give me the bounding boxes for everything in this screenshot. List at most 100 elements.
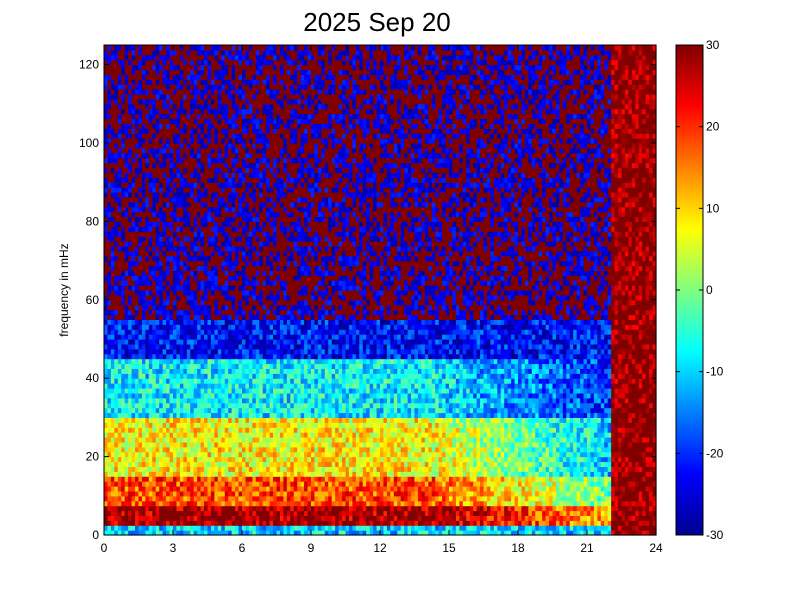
heatmap-cell	[111, 94, 115, 100]
heatmap-cell	[266, 466, 270, 472]
heatmap-cell	[135, 398, 139, 404]
heatmap-cell	[245, 324, 249, 330]
heatmap-cell	[132, 50, 136, 56]
heatmap-cell	[163, 368, 167, 374]
heatmap-cell	[228, 114, 232, 120]
heatmap-cell	[170, 217, 174, 223]
heatmap-cell	[180, 226, 184, 232]
heatmap-cell	[166, 187, 170, 193]
heatmap-cell	[128, 133, 132, 139]
heatmap-cell	[242, 280, 246, 286]
heatmap-cell	[201, 525, 205, 531]
heatmap-cell	[252, 231, 256, 237]
heatmap-cell	[111, 481, 115, 487]
heatmap-cell	[125, 221, 129, 227]
heatmap-cell	[190, 432, 194, 438]
heatmap-cell	[252, 99, 256, 105]
heatmap-cell	[232, 520, 236, 526]
heatmap-cell	[125, 432, 129, 438]
heatmap-cell	[183, 515, 187, 521]
heatmap-cell	[228, 221, 232, 227]
heatmap-cell	[166, 197, 170, 203]
heatmap-cell	[159, 422, 163, 428]
heatmap-cell	[149, 496, 153, 502]
heatmap-cell	[159, 403, 163, 409]
heatmap-cell	[259, 280, 263, 286]
heatmap-cell	[228, 104, 232, 110]
heatmap-cell	[208, 109, 212, 115]
heatmap-cell	[107, 226, 111, 232]
heatmap-cell	[259, 251, 263, 256]
heatmap-cell	[132, 266, 136, 272]
heatmap-cell	[270, 511, 274, 517]
heatmap-cell	[152, 476, 156, 482]
heatmap-cell	[132, 70, 136, 76]
heatmap-cell	[194, 496, 198, 502]
heatmap-cell	[194, 99, 198, 105]
heatmap-cell	[221, 486, 225, 492]
heatmap-cell	[235, 295, 239, 301]
heatmap-cell	[221, 442, 225, 448]
heatmap-cell	[194, 388, 198, 394]
heatmap-cell	[156, 236, 160, 242]
heatmap-cell	[232, 226, 236, 232]
heatmap-cell	[270, 192, 274, 198]
heatmap-cell	[149, 481, 153, 487]
heatmap-cell	[242, 217, 246, 223]
heatmap-cell	[245, 202, 249, 208]
heatmap-cell	[125, 177, 129, 183]
heatmap-cell	[180, 79, 184, 85]
heatmap-cell	[242, 84, 246, 90]
heatmap-cell	[214, 109, 218, 115]
heatmap-cell	[211, 109, 215, 115]
heatmap-cell	[132, 427, 136, 433]
heatmap-cell	[145, 266, 149, 272]
heatmap-cell	[228, 280, 232, 286]
heatmap-cell	[266, 197, 270, 203]
heatmap-cell	[256, 89, 260, 95]
heatmap-cell	[225, 398, 229, 404]
heatmap-cell	[263, 212, 267, 218]
heatmap-cell	[152, 417, 156, 423]
heatmap-cell	[135, 99, 139, 105]
heatmap-cell	[194, 128, 198, 134]
heatmap-cell	[245, 310, 249, 316]
heatmap-cell	[170, 432, 174, 438]
heatmap-cell	[152, 329, 156, 335]
heatmap-cell	[197, 74, 201, 80]
heatmap-cell	[214, 280, 218, 286]
heatmap-cell	[176, 109, 180, 115]
heatmap-cell	[125, 437, 129, 443]
heatmap-cell	[245, 501, 249, 507]
heatmap-cell	[245, 65, 249, 71]
heatmap-cell	[263, 133, 267, 139]
heatmap-cell	[121, 496, 125, 502]
heatmap-cell	[135, 187, 139, 193]
heatmap-cell	[125, 447, 129, 453]
heatmap-cell	[273, 466, 277, 472]
heatmap-cell	[228, 324, 232, 330]
heatmap-cell	[270, 324, 274, 330]
heatmap-cell	[197, 280, 201, 286]
heatmap-cell	[121, 442, 125, 448]
heatmap-cell	[135, 153, 139, 159]
heatmap-cell	[259, 388, 263, 394]
heatmap-cell	[139, 373, 143, 379]
heatmap-cell	[256, 280, 260, 286]
heatmap-cell	[245, 329, 249, 335]
heatmap-cell	[256, 413, 260, 419]
heatmap-cell	[166, 226, 170, 232]
heatmap-cell	[166, 315, 170, 321]
heatmap-cell	[166, 388, 170, 394]
heatmap-cell	[170, 60, 174, 65]
heatmap-cell	[239, 315, 243, 321]
heatmap-cell	[104, 236, 108, 242]
heatmap-cell	[152, 373, 156, 379]
heatmap-cell	[183, 172, 187, 178]
heatmap-cell	[145, 359, 149, 365]
heatmap-cell	[249, 217, 253, 223]
heatmap-cell	[173, 65, 177, 71]
heatmap-cell	[211, 143, 215, 149]
heatmap-cell	[183, 447, 187, 453]
heatmap-cell	[176, 295, 180, 301]
